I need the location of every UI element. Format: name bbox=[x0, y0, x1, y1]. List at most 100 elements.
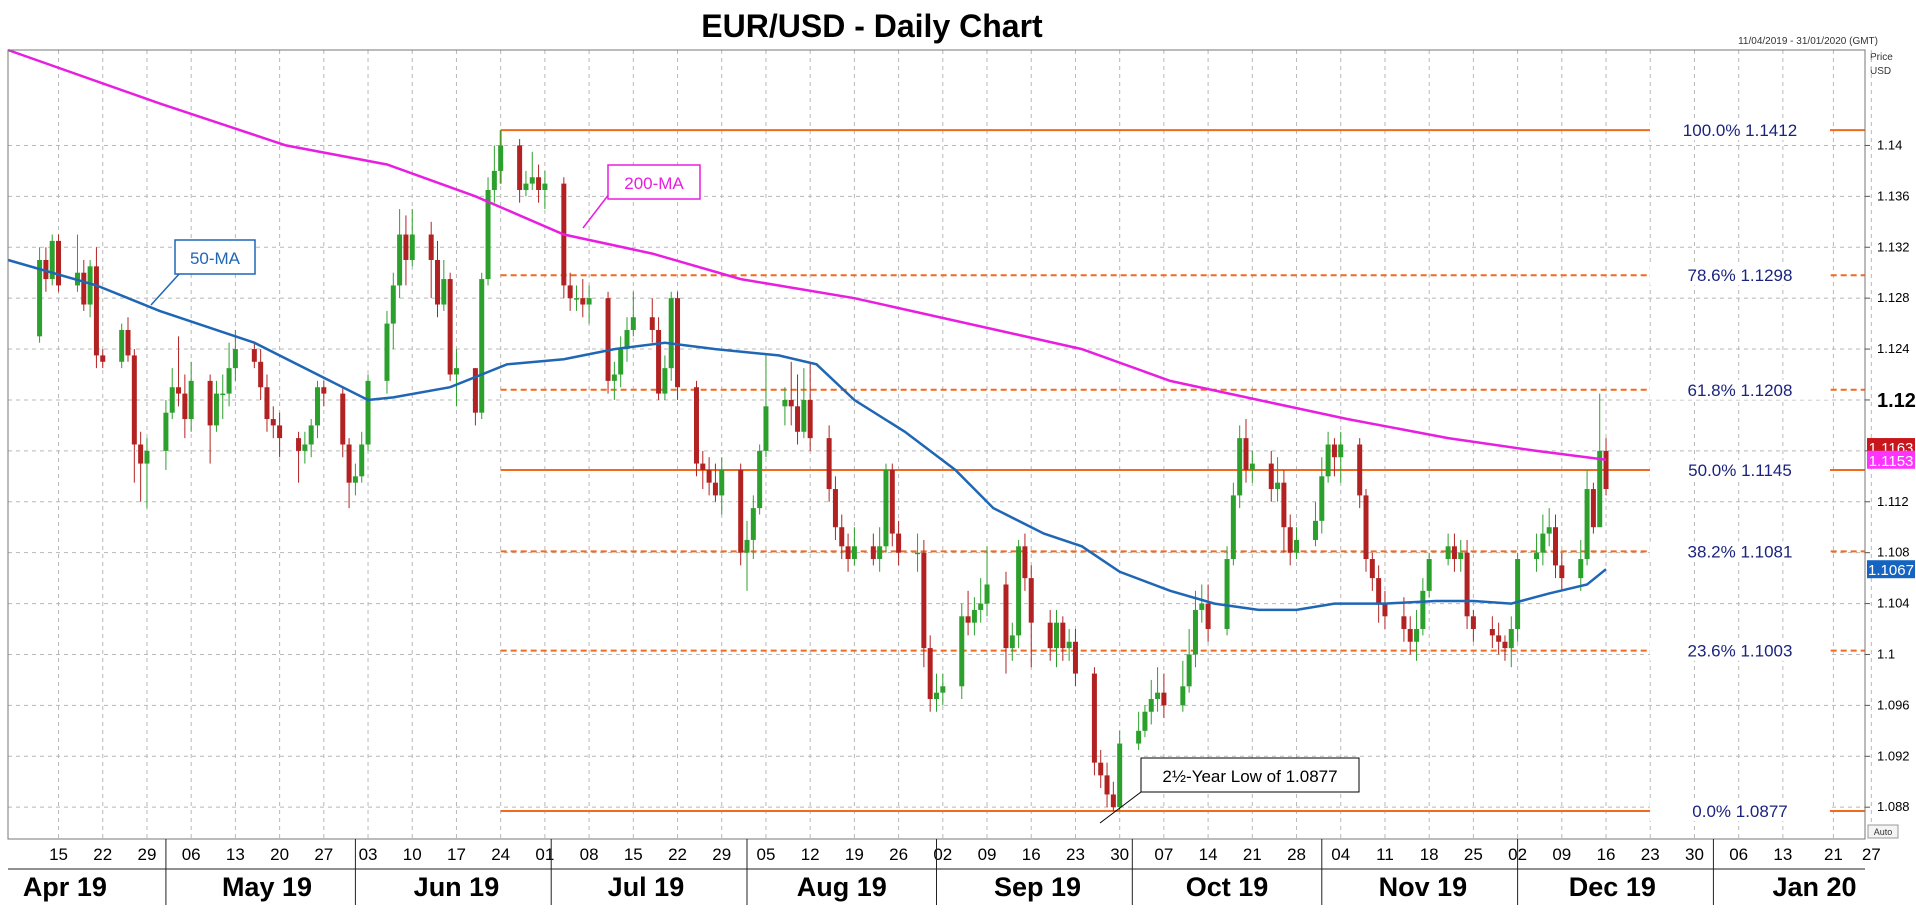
candle-body bbox=[971, 609, 977, 623]
candle-up bbox=[1515, 552, 1521, 642]
x-tick-label: 03 bbox=[359, 845, 378, 864]
fib-level-label: 38.2% 1.1081 bbox=[1688, 542, 1793, 561]
candle-down bbox=[1104, 762, 1110, 808]
candle-up bbox=[169, 368, 175, 420]
candle-down bbox=[1091, 667, 1097, 776]
candle-body bbox=[1009, 635, 1015, 649]
candle-up bbox=[573, 285, 579, 311]
candle-down bbox=[839, 514, 845, 560]
candle-down bbox=[580, 279, 586, 318]
ma50-label: 50-MA bbox=[190, 249, 241, 268]
candle-body bbox=[365, 380, 371, 445]
candle-down bbox=[896, 520, 902, 566]
x-tick-label: 26 bbox=[889, 845, 908, 864]
candle-down bbox=[870, 533, 876, 566]
moving-averages bbox=[7, 48, 1607, 612]
x-tick-label: 22 bbox=[93, 845, 112, 864]
candle-down bbox=[1553, 514, 1558, 579]
candle-up bbox=[226, 342, 232, 407]
candle-body bbox=[43, 259, 49, 280]
candle-down bbox=[1072, 629, 1078, 687]
low-callout-line bbox=[1099, 791, 1142, 824]
candle-body bbox=[119, 329, 125, 362]
candle-body bbox=[1281, 482, 1287, 528]
candle-up bbox=[1338, 431, 1344, 483]
candle-body bbox=[315, 387, 320, 426]
candle-up bbox=[1054, 609, 1060, 668]
candle-body bbox=[232, 349, 238, 369]
candle-body bbox=[536, 177, 542, 190]
candle-up bbox=[877, 527, 883, 572]
candle-body bbox=[1312, 520, 1318, 540]
auto-scale-label: Auto bbox=[1874, 827, 1893, 837]
candle-up bbox=[49, 234, 55, 286]
candle-body bbox=[498, 145, 504, 171]
x-tick-label: 27 bbox=[1862, 845, 1881, 864]
candle-up bbox=[213, 380, 219, 432]
x-tick-label: 23 bbox=[1641, 845, 1660, 864]
candle-down bbox=[207, 374, 213, 464]
candle-down bbox=[832, 476, 838, 540]
candle-body bbox=[188, 380, 194, 420]
candle-up bbox=[1414, 609, 1420, 661]
candle-body bbox=[719, 469, 725, 496]
auto-scale-button[interactable]: Auto bbox=[1867, 824, 1899, 839]
candle-down bbox=[807, 361, 813, 451]
candle-body bbox=[959, 616, 965, 687]
y-tick-label: 1.096 bbox=[1877, 697, 1910, 712]
candle-up bbox=[618, 336, 624, 388]
candle-body bbox=[807, 399, 813, 439]
month-label: Jul 19 bbox=[608, 872, 685, 902]
candle-body bbox=[851, 546, 857, 560]
candle-body bbox=[428, 234, 434, 260]
ma50-callout-line bbox=[150, 272, 181, 306]
y-tick-label: 1.136 bbox=[1877, 188, 1910, 203]
x-tick-label: 18 bbox=[1420, 845, 1439, 864]
candle-down bbox=[56, 234, 62, 292]
candle-body bbox=[93, 266, 99, 356]
x-tick-label: 14 bbox=[1199, 845, 1218, 864]
candle-down bbox=[605, 291, 611, 394]
candle-body bbox=[1414, 629, 1420, 642]
candle-body bbox=[605, 298, 611, 381]
low-annotation-box bbox=[1140, 757, 1360, 793]
candle-body bbox=[1401, 616, 1407, 630]
x-tick-label: 16 bbox=[1022, 845, 1041, 864]
x-tick-label: 06 bbox=[182, 845, 201, 864]
candle-down bbox=[567, 272, 573, 311]
ma50-line bbox=[7, 258, 1607, 612]
candle-up bbox=[1420, 578, 1426, 636]
candle-up bbox=[352, 463, 358, 496]
y-tick-label: 1.14 bbox=[1877, 137, 1902, 152]
candle-body bbox=[277, 425, 283, 439]
candle-body bbox=[352, 476, 358, 483]
candle-up bbox=[1224, 546, 1230, 636]
candle-down bbox=[1047, 609, 1053, 661]
candle-body bbox=[1186, 654, 1192, 687]
candle-body bbox=[883, 469, 889, 547]
fib-label-bg bbox=[1650, 120, 1830, 141]
candle-down bbox=[131, 349, 137, 483]
candle-body bbox=[169, 387, 175, 413]
candle-body bbox=[207, 380, 213, 426]
candle-up bbox=[1186, 629, 1192, 693]
x-tick-label: 16 bbox=[1597, 845, 1616, 864]
candle-up bbox=[801, 368, 807, 439]
fib-level-label: 61.8% 1.1208 bbox=[1688, 381, 1793, 400]
candle-down bbox=[1161, 673, 1167, 719]
candle-body bbox=[1003, 584, 1009, 649]
candle-down bbox=[340, 387, 346, 458]
month-label: Dec 19 bbox=[1569, 872, 1656, 902]
candle-body bbox=[1489, 629, 1495, 636]
candle-up bbox=[359, 431, 365, 483]
candle-body bbox=[258, 361, 264, 388]
x-tick-label: 13 bbox=[1773, 845, 1792, 864]
candle-down bbox=[845, 533, 851, 572]
candle-body bbox=[826, 438, 832, 490]
candle-body bbox=[1496, 635, 1502, 642]
candle-body bbox=[757, 450, 763, 509]
candle-body bbox=[1559, 565, 1565, 579]
candle-up bbox=[188, 361, 194, 432]
